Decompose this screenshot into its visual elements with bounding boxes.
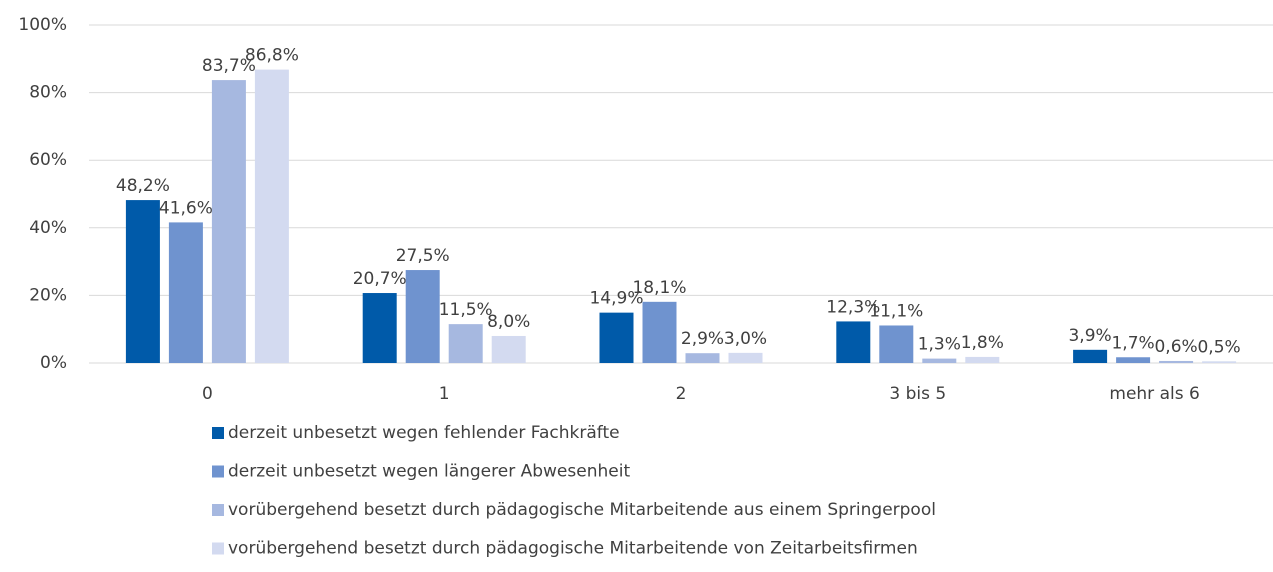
data-label: 48,2%: [116, 176, 170, 196]
data-label: 27,5%: [396, 246, 450, 266]
legend-label: vorübergehend besetzt durch pädagogische…: [228, 500, 936, 520]
bar: [125, 200, 160, 363]
bar: [836, 321, 871, 363]
legend-swatch: [212, 465, 224, 478]
bar: [168, 222, 203, 363]
legend-swatch: [212, 542, 224, 555]
bar: [1116, 357, 1151, 363]
bar: [448, 324, 483, 363]
bar: [1073, 349, 1108, 363]
data-label: 12,3%: [826, 297, 880, 317]
y-tick-label: 80%: [29, 83, 67, 103]
x-tick-label: 0: [202, 384, 213, 404]
y-tick-label: 20%: [29, 285, 67, 305]
x-tick-label: 2: [676, 384, 687, 404]
data-label: 1,8%: [961, 333, 1004, 353]
data-label: 0,5%: [1197, 337, 1240, 357]
data-label: 3,9%: [1068, 326, 1111, 346]
bar: [965, 356, 1000, 363]
data-label: 1,3%: [918, 335, 961, 355]
data-label: 41,6%: [159, 198, 213, 218]
data-label: 11,5%: [439, 300, 493, 320]
data-label: 86,8%: [245, 46, 299, 66]
legend-label: vorübergehend besetzt durch pädagogische…: [228, 539, 918, 559]
y-tick-label: 0%: [40, 353, 67, 373]
bar: [685, 353, 720, 363]
legend-swatch: [212, 427, 224, 439]
data-label: 18,1%: [632, 278, 686, 298]
bar: [879, 325, 914, 363]
bar: [728, 352, 763, 363]
bar: [254, 69, 289, 363]
data-label: 8,0%: [487, 312, 530, 332]
bar: [922, 358, 957, 363]
data-label: 11,1%: [869, 301, 923, 321]
bar: [405, 270, 440, 363]
x-tick-label: mehr als 6: [1109, 384, 1199, 404]
bar: [599, 312, 634, 363]
x-tick-label: 3 bis 5: [889, 384, 946, 404]
data-label: 2,9%: [681, 329, 724, 349]
y-tick-label: 60%: [29, 150, 67, 170]
bar: [211, 80, 246, 364]
y-tick-label: 40%: [29, 218, 67, 238]
data-label: 0,6%: [1154, 337, 1197, 357]
data-label: 20,7%: [353, 269, 407, 289]
bar: [362, 293, 397, 363]
legend-swatch: [212, 504, 224, 516]
data-label: 83,7%: [202, 56, 256, 76]
data-label: 3,0%: [724, 329, 767, 349]
legend-label: derzeit unbesetzt wegen fehlender Fachkr…: [228, 423, 620, 443]
data-label: 14,9%: [589, 289, 643, 309]
bar: [642, 301, 677, 363]
bar: [1159, 360, 1194, 363]
y-tick-label: 100%: [18, 15, 67, 35]
legend-label: derzeit unbesetzt wegen längerer Abwesen…: [228, 462, 630, 482]
bar: [1202, 361, 1237, 363]
bar: [491, 335, 526, 363]
data-label: 1,7%: [1111, 333, 1154, 353]
x-tick-label: 1: [439, 384, 450, 404]
